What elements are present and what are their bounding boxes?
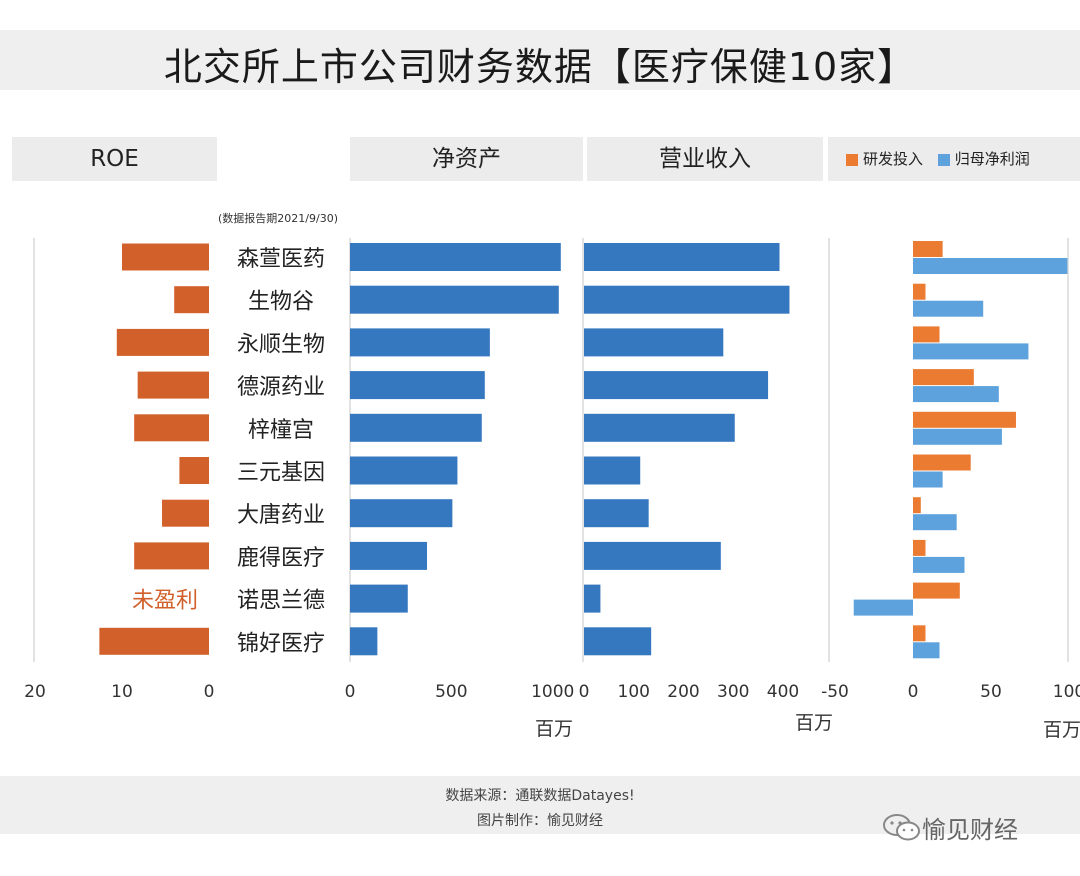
net-assets-tick-label: 1000 — [531, 682, 574, 702]
profit-bar — [913, 556, 965, 573]
rd-bar — [913, 369, 974, 386]
roe-bar — [134, 542, 209, 570]
rd-bar — [913, 539, 926, 556]
rd-bar — [913, 241, 943, 257]
category-label: 三元基因 — [237, 461, 325, 486]
chart-maker: 图片制作：愉见财经 — [477, 813, 603, 829]
revenue-bar — [584, 584, 601, 613]
revenue-bar — [584, 541, 721, 570]
net-assets-bar — [350, 243, 561, 271]
net-assets-bar — [350, 413, 482, 442]
header-net-assets: 净资产 — [350, 137, 583, 181]
page-title: 北交所上市公司财务数据【医疗保健10家】 — [163, 45, 917, 89]
roe-bar — [134, 414, 209, 442]
category-label: 鹿得医疗 — [237, 546, 325, 571]
category-label: 锦好医疗 — [237, 631, 325, 656]
watermark-text: 愉见财经 — [922, 816, 1018, 844]
net-assets-bar — [350, 499, 453, 528]
profit-bar — [913, 514, 957, 531]
category-label: 诺思兰德 — [237, 589, 325, 614]
header-roe: ROE — [12, 137, 217, 181]
data-source: 数据来源：通联数据Datayes! — [445, 788, 635, 804]
wechat-icon — [882, 813, 922, 849]
roe-tick-label: 20 — [24, 682, 46, 702]
revenue-bar — [584, 627, 652, 656]
rd-profit-unit: 百万 — [1043, 719, 1080, 741]
profit-bar — [853, 599, 913, 616]
revenue-unit: 百万 — [795, 712, 833, 734]
category-label: 永顺生物 — [237, 332, 325, 357]
watermark: 愉见财经 — [882, 810, 1018, 849]
rd-bar — [913, 625, 926, 642]
revenue-tick-label: 300 — [717, 682, 749, 702]
rd-profit-tick-label: 0 — [908, 682, 919, 702]
net-assets-bar — [350, 285, 559, 314]
roe-bar — [179, 457, 209, 484]
rd-profit-tick-label: -50 — [821, 682, 849, 702]
legend-rd-label: 研发投入 — [863, 150, 924, 168]
revenue-tick-label: 0 — [579, 682, 590, 702]
revenue-bar — [584, 456, 641, 485]
net-assets-bar — [350, 371, 485, 400]
legend-rd-swatch — [846, 153, 858, 166]
legend: 研发投入 归母净利润 — [828, 137, 1080, 181]
profit-bar — [913, 471, 943, 488]
legend-profit: 归母净利润 — [937, 150, 1030, 168]
rd-bar — [913, 411, 1016, 428]
profit-bar — [913, 386, 999, 403]
report-period-note: (数据报告期2021/9/30) — [218, 212, 338, 225]
category-label: 大唐药业 — [237, 503, 325, 528]
revenue-bar — [584, 285, 790, 314]
net-assets-bar — [350, 328, 490, 357]
roe-bar — [162, 499, 209, 527]
revenue-tick-label: 200 — [667, 682, 699, 702]
category-label: 生物谷 — [248, 290, 314, 315]
roe-tick-label: 10 — [111, 682, 133, 702]
revenue-tick-label: 400 — [767, 682, 799, 702]
profit-bar — [913, 428, 1002, 445]
net-assets-bar — [350, 541, 428, 570]
profit-bar — [913, 343, 1029, 360]
revenue-bar — [584, 413, 735, 442]
profit-bar — [913, 300, 984, 317]
net-assets-tick-label: 500 — [435, 682, 467, 702]
title-banner — [0, 30, 1080, 90]
header-revenue: 营业收入 — [587, 137, 823, 181]
rd-bar — [913, 454, 971, 471]
net-assets-bar — [350, 584, 408, 613]
rd-bar — [913, 326, 940, 343]
revenue-bar — [584, 371, 769, 400]
net-assets-bar — [350, 627, 378, 656]
net-assets-unit: 百万 — [535, 718, 573, 740]
category-label: 德源药业 — [237, 375, 325, 400]
roe-bar — [116, 328, 209, 356]
legend-profit-swatch — [937, 153, 950, 166]
rd-bar — [913, 582, 960, 599]
unprofitable-label: 未盈利 — [132, 589, 198, 614]
roe-bar — [99, 627, 209, 655]
net-assets-bar — [350, 456, 458, 485]
rd-bar — [913, 283, 926, 300]
roe-bar — [137, 371, 209, 399]
revenue-bar — [584, 243, 780, 271]
legend-rd: 研发投入 — [846, 150, 928, 168]
category-label: 森萱医药 — [237, 247, 325, 272]
legend-profit-label: 归母净利润 — [954, 150, 1030, 168]
profit-bar — [913, 642, 940, 659]
revenue-bar — [584, 499, 649, 528]
category-label: 梓橦宫 — [248, 418, 314, 443]
rd-profit-tick-label: 50 — [980, 682, 1002, 702]
profit-bar — [913, 258, 1068, 274]
revenue-tick-label: 100 — [618, 682, 650, 702]
roe-bar — [174, 286, 209, 314]
rd-profit-tick-label: 100 — [1053, 682, 1080, 702]
revenue-bar — [584, 328, 724, 357]
roe-tick-label: 0 — [204, 682, 215, 702]
rd-bar — [913, 497, 921, 514]
roe-bar — [122, 243, 209, 271]
net-assets-tick-label: 0 — [345, 682, 356, 702]
